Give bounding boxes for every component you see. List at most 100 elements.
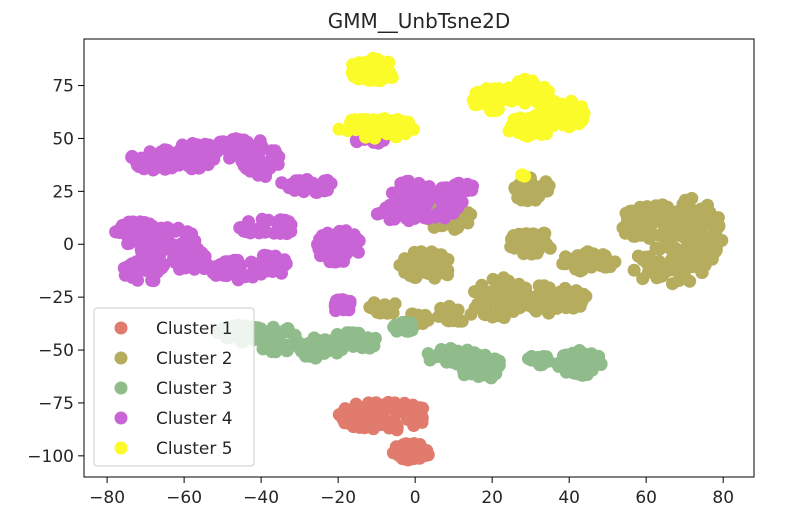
data-point: [677, 267, 691, 281]
data-point: [505, 119, 519, 133]
data-point: [153, 257, 167, 271]
data-point: [386, 446, 400, 460]
data-point: [582, 251, 596, 265]
legend-marker: [114, 351, 128, 365]
data-point: [539, 183, 553, 197]
data-point: [143, 145, 157, 159]
data-point: [359, 130, 373, 144]
legend-marker: [114, 381, 128, 395]
y-tick-label: −100: [27, 447, 74, 467]
data-point: [559, 362, 573, 376]
data-point: [505, 232, 518, 246]
plot-frame: [83, 38, 755, 478]
data-point: [556, 257, 570, 271]
data-point: [259, 214, 273, 228]
legend-marker: [114, 441, 128, 455]
data-point: [402, 448, 416, 462]
data-point: [344, 115, 357, 129]
data-point: [338, 416, 352, 430]
y-axis: 75 50 25 0 −25 −50 −75 −100: [27, 77, 84, 467]
data-point: [367, 296, 381, 310]
data-point: [631, 215, 645, 229]
y-tick-label: −25: [38, 288, 74, 308]
data-point: [313, 232, 327, 246]
data-point: [309, 351, 323, 365]
data-point: [407, 437, 421, 451]
series-1: [332, 395, 435, 467]
data-point: [284, 218, 298, 232]
x-tick-label: 0: [410, 488, 421, 508]
data-point: [707, 246, 721, 260]
data-point: [510, 184, 524, 198]
data-point: [423, 353, 437, 367]
data-point: [497, 271, 511, 285]
data-point: [202, 154, 216, 167]
data-point: [540, 120, 553, 134]
data-point: [446, 314, 460, 328]
chart-title: GMM__UnbTsne2D: [328, 9, 510, 33]
data-point: [486, 310, 499, 324]
scatter-points: [109, 51, 729, 467]
data-point: [662, 212, 676, 226]
data-point: [419, 312, 433, 326]
data-point: [178, 226, 192, 240]
data-point: [448, 179, 462, 193]
data-point: [685, 249, 699, 263]
data-point: [688, 222, 702, 236]
x-tick-label: 80: [712, 488, 734, 508]
data-point: [153, 158, 167, 172]
data-point: [647, 255, 661, 269]
data-point: [257, 248, 271, 262]
data-point: [346, 407, 360, 421]
data-point: [400, 412, 414, 426]
data-point: [413, 451, 427, 465]
data-point: [572, 356, 586, 370]
data-point: [379, 201, 393, 215]
data-point: [594, 357, 608, 371]
data-point: [636, 272, 650, 286]
x-tick-label: −80: [89, 488, 125, 508]
data-point: [435, 195, 449, 209]
series-5: [332, 51, 591, 183]
data-point: [482, 285, 496, 299]
data-point: [242, 215, 255, 229]
data-point: [352, 326, 366, 340]
data-point: [220, 269, 234, 283]
x-tick-label: 20: [481, 488, 503, 508]
data-point: [398, 205, 411, 219]
data-point: [148, 241, 162, 255]
data-point: [654, 269, 668, 283]
data-point: [381, 55, 394, 69]
legend-label: Cluster 3: [156, 379, 233, 399]
data-point: [268, 144, 282, 158]
data-point: [439, 267, 453, 281]
data-point: [172, 248, 186, 262]
data-point: [382, 421, 396, 435]
data-point: [300, 173, 314, 186]
data-point: [396, 438, 410, 452]
data-point: [147, 274, 161, 288]
data-point: [527, 190, 541, 203]
data-point: [421, 211, 435, 225]
data-point: [257, 156, 271, 170]
data-point: [570, 249, 584, 263]
data-point: [520, 236, 534, 250]
data-point: [616, 221, 630, 235]
data-point: [268, 155, 282, 169]
data-point: [392, 123, 406, 137]
data-point: [340, 326, 354, 340]
data-point: [594, 259, 608, 272]
data-point: [535, 299, 549, 313]
data-point: [430, 248, 444, 262]
series-2: [331, 171, 729, 331]
data-point: [461, 216, 475, 230]
data-point: [405, 323, 419, 337]
y-tick-label: −75: [38, 394, 74, 414]
data-point: [132, 160, 146, 174]
data-point: [415, 254, 429, 268]
legend: Cluster 1 Cluster 2 Cluster 3 Cluster 4 Clus…: [93, 307, 255, 467]
data-point: [160, 143, 174, 157]
x-tick-label: 40: [558, 488, 580, 508]
legend-marker: [114, 321, 128, 335]
